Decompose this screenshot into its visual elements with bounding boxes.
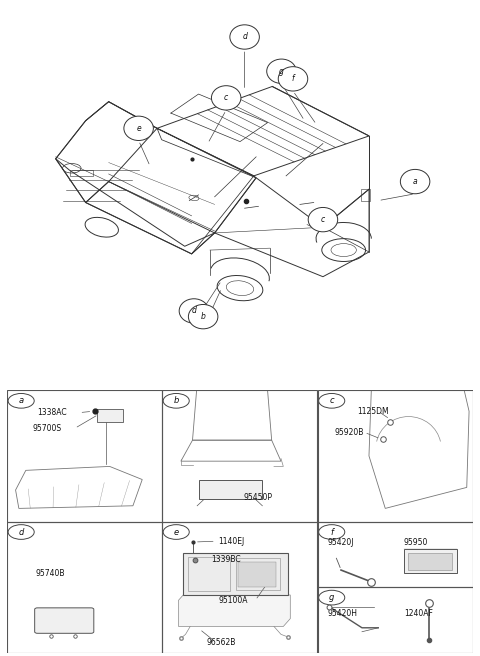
Circle shape <box>319 525 345 539</box>
Circle shape <box>8 525 34 539</box>
Text: 95100A: 95100A <box>218 596 248 605</box>
Circle shape <box>230 25 259 49</box>
Circle shape <box>179 298 209 323</box>
Text: f: f <box>330 527 333 537</box>
Polygon shape <box>179 595 290 626</box>
Bar <box>7 522 162 653</box>
Text: 95700S: 95700S <box>33 424 62 433</box>
Bar <box>238 562 276 587</box>
Text: 96562B: 96562B <box>206 638 236 647</box>
Text: a: a <box>19 396 24 405</box>
Text: b: b <box>174 396 179 405</box>
Text: 1240AF: 1240AF <box>404 609 433 618</box>
Bar <box>188 557 230 591</box>
Text: 1140EJ: 1140EJ <box>218 537 244 546</box>
Circle shape <box>400 169 430 194</box>
Bar <box>408 553 452 570</box>
Bar <box>318 390 473 522</box>
Bar <box>318 587 473 653</box>
Bar <box>200 480 263 499</box>
Text: 95420J: 95420J <box>327 538 354 547</box>
Text: 1125DM: 1125DM <box>357 407 389 416</box>
Text: 95950: 95950 <box>404 538 428 547</box>
Circle shape <box>308 207 338 232</box>
Bar <box>361 189 370 201</box>
Circle shape <box>124 116 154 140</box>
Text: d: d <box>19 527 24 537</box>
Text: c: c <box>224 93 228 102</box>
Text: 95740B: 95740B <box>35 569 65 579</box>
FancyBboxPatch shape <box>35 608 94 633</box>
Text: 1339BC: 1339BC <box>211 555 241 564</box>
Text: a: a <box>413 177 418 186</box>
Bar <box>183 553 288 595</box>
Circle shape <box>163 525 189 539</box>
Bar <box>162 390 317 522</box>
Text: c: c <box>329 396 334 405</box>
Bar <box>97 409 123 422</box>
Bar <box>70 170 93 176</box>
Circle shape <box>163 394 189 408</box>
Text: 95420H: 95420H <box>327 609 357 618</box>
Text: e: e <box>174 527 179 537</box>
Text: f: f <box>292 74 294 83</box>
Text: e: e <box>136 124 141 133</box>
Circle shape <box>211 86 241 110</box>
Text: g: g <box>329 593 335 602</box>
Text: c: c <box>321 215 325 224</box>
Text: 95920B: 95920B <box>334 428 363 437</box>
Circle shape <box>8 394 34 408</box>
Circle shape <box>319 394 345 408</box>
Bar <box>236 558 280 590</box>
Bar <box>162 522 317 653</box>
Text: 95450P: 95450P <box>244 493 273 502</box>
Text: g: g <box>279 67 284 75</box>
Bar <box>404 549 457 573</box>
Text: d: d <box>242 33 247 41</box>
Text: 1338AC: 1338AC <box>37 408 67 417</box>
Circle shape <box>188 304 218 329</box>
Bar <box>7 390 162 522</box>
Bar <box>318 522 473 587</box>
Text: d: d <box>192 306 196 316</box>
Circle shape <box>278 67 308 91</box>
Circle shape <box>267 59 296 83</box>
Text: b: b <box>201 312 205 321</box>
Circle shape <box>319 590 345 605</box>
